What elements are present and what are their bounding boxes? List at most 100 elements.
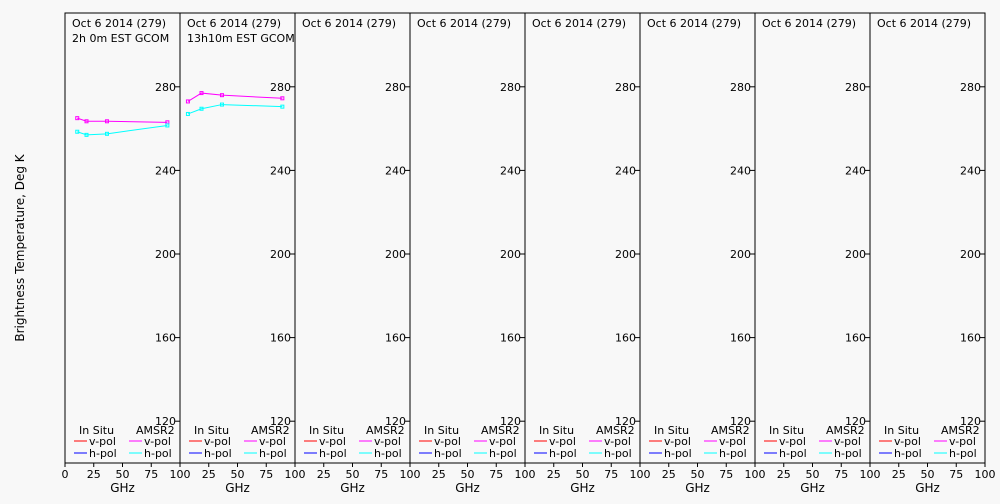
panel-5-x-tick-label-50: 50	[576, 468, 590, 481]
panel-3-x-tick-label-50: 50	[346, 468, 360, 481]
panel-1-series-2-point-3	[104, 131, 109, 136]
panel-5-y-tick-label-200: 200	[615, 248, 636, 261]
panel-8-legend-insitu-hpol-label: h-pol	[894, 447, 922, 460]
panel-1-y-tick-label-120: 120	[155, 415, 176, 428]
panel-6-y-tick-label-160: 160	[730, 332, 751, 345]
panel-4-y-tick-label-240: 240	[500, 164, 521, 177]
panel-8-legend-insitu-vpol-label: v-pol	[894, 435, 921, 448]
panel-6-x-tick-label-50: 50	[691, 468, 705, 481]
panel-1-x-tick-label-25: 25	[87, 468, 101, 481]
panel-6-legend-insitu-vpol-label: v-pol	[664, 435, 691, 448]
panel-8-legend-amsr2-vpol-label: v-pol	[949, 435, 976, 448]
panel-2-subtitle: 13h10m EST GCOM	[187, 32, 295, 45]
panel-2-legend-amsr2-title: AMSR2	[251, 424, 290, 437]
panel-2-series-2-point-2	[199, 106, 204, 111]
panel-5-legend-amsr2-vpol-label: v-pol	[604, 435, 631, 448]
y-axis-title: Brightness Temperature, Deg K	[13, 153, 27, 341]
panel-8-title: Oct 6 2014 (279)	[877, 17, 971, 30]
panel-1-series-2-point-1	[75, 129, 80, 134]
panel-7-x-axis-title: GHz	[800, 481, 825, 495]
panel-8-legend-amsr2-title: AMSR2	[941, 424, 980, 437]
panel-1-series-2-point-2	[84, 132, 89, 137]
panel-1-x-tick-label-75: 75	[144, 468, 158, 481]
panel-3-x-tick-label-75: 75	[374, 468, 388, 481]
panel-7-x-tick-label-100: 100	[860, 468, 881, 481]
panel-6-y-tick-label-120: 120	[730, 415, 751, 428]
panel-2-x-tick-label-50: 50	[231, 468, 245, 481]
panel-6-title: Oct 6 2014 (279)	[647, 17, 741, 30]
panel-6-y-tick-label-240: 240	[730, 164, 751, 177]
panel-1-series-2-point-4	[165, 123, 170, 128]
panel-7-title: Oct 6 2014 (279)	[762, 17, 856, 30]
panel-7-y-tick-label-200: 200	[845, 248, 866, 261]
panel-2-y-tick-label-280: 280	[270, 81, 291, 94]
panel-5-y-tick-label-240: 240	[615, 164, 636, 177]
panel-2-title: Oct 6 2014 (279)	[187, 17, 281, 30]
panel-8-y-tick-label-240: 240	[960, 164, 981, 177]
panel-4-y-tick-label-200: 200	[500, 248, 521, 261]
panel-2-series-1-point-1	[185, 99, 190, 104]
panel-1-legend-insitu-title: In Situ	[79, 424, 114, 437]
panel-3-legend-amsr2-hpol-label: h-pol	[374, 447, 402, 460]
panel-4-legend-amsr2-vpol-label: v-pol	[489, 435, 516, 448]
panel-1-x-tick-label-100: 100	[170, 468, 191, 481]
panel-1-series-1-line	[77, 117, 168, 123]
panel-1-y-tick-label-160: 160	[155, 332, 176, 345]
panel-1-series-1-point-1	[75, 116, 80, 121]
panel-2-series-2-point-3	[219, 102, 224, 107]
panel-2-series-1-point-3	[219, 93, 224, 98]
panel-7-legend-amsr2-title: AMSR2	[826, 424, 865, 437]
panel-3-y-tick-label-280: 280	[385, 81, 406, 94]
panel-1-x-tick-label-50: 50	[116, 468, 130, 481]
panel-1-series-2-line	[77, 124, 168, 136]
panel-4-x-tick-label-100: 100	[515, 468, 536, 481]
panel-4-x-tick-label-25: 25	[432, 468, 446, 481]
panel-1-x-tick-label-0: 0	[62, 468, 69, 481]
panel-1-x-axis-title: GHz	[110, 481, 135, 495]
panel-3-legend-amsr2-vpol-label: v-pol	[374, 435, 401, 448]
panel-5-y-tick-label-160: 160	[615, 332, 636, 345]
panel-8-y-tick-label-120: 120	[960, 415, 981, 428]
panel-6-y-tick-label-280: 280	[730, 81, 751, 94]
panel-2-y-tick-label-200: 200	[270, 248, 291, 261]
panel-5-legend-amsr2-hpol-label: h-pol	[604, 447, 632, 460]
panel-6-legend-amsr2-vpol-label: v-pol	[719, 435, 746, 448]
panel-4-legend-amsr2-title: AMSR2	[481, 424, 520, 437]
panel-5-x-tick-label-100: 100	[630, 468, 651, 481]
panel-1-legend-amsr2-hpol-label: h-pol	[144, 447, 172, 460]
panel-7-legend-insitu-hpol-label: h-pol	[779, 447, 807, 460]
panel-8-y-tick-label-200: 200	[960, 248, 981, 261]
panel-6-x-tick-label-75: 75	[719, 468, 733, 481]
panel-8-x-tick-label-100: 100	[975, 468, 996, 481]
panel-2-x-axis-title: GHz	[225, 481, 250, 495]
panel-2-y-tick-label-160: 160	[270, 332, 291, 345]
panel-4-legend-insitu-hpol-label: h-pol	[434, 447, 462, 460]
panel-3-x-tick-label-25: 25	[317, 468, 331, 481]
panel-3-legend-insitu-vpol-label: v-pol	[319, 435, 346, 448]
panel-4-legend-amsr2-hpol-label: h-pol	[489, 447, 517, 460]
panel-2-y-tick-label-120: 120	[270, 415, 291, 428]
panel-2-legend-insitu-vpol-label: v-pol	[204, 435, 231, 448]
panel-7-x-tick-label-75: 75	[834, 468, 848, 481]
panel-1-series-1-point-3	[104, 119, 109, 124]
panel-1-y-tick-label-280: 280	[155, 81, 176, 94]
panel-2-x-tick-label-25: 25	[202, 468, 216, 481]
panel-4-x-axis-title: GHz	[455, 481, 480, 495]
panel-5-title: Oct 6 2014 (279)	[532, 17, 626, 30]
panel-3-y-tick-label-240: 240	[385, 164, 406, 177]
panel-5-x-axis-title: GHz	[570, 481, 595, 495]
panel-1-legend-amsr2-title: AMSR2	[136, 424, 175, 437]
panel-8-x-tick-label-75: 75	[949, 468, 963, 481]
panel-6-x-tick-label-25: 25	[662, 468, 676, 481]
panel-7-y-tick-label-280: 280	[845, 81, 866, 94]
panel-5-x-tick-label-75: 75	[604, 468, 618, 481]
panel-6-x-axis-title: GHz	[685, 481, 710, 495]
panel-2-legend-amsr2-hpol-label: h-pol	[259, 447, 287, 460]
panel-7-x-tick-label-25: 25	[777, 468, 791, 481]
panel-6-y-tick-label-200: 200	[730, 248, 751, 261]
panel-7-legend-amsr2-vpol-label: v-pol	[834, 435, 861, 448]
panel-4-x-tick-label-75: 75	[489, 468, 503, 481]
panel-7-legend-insitu-title: In Situ	[769, 424, 804, 437]
